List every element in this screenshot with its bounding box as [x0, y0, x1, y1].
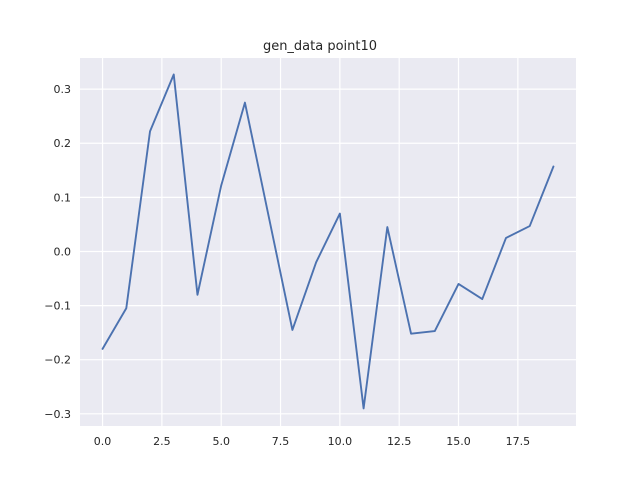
- x-axis: 0.0 2.5 5.0 7.5 10.0 12.5 15.0 17.5: [94, 435, 530, 448]
- x-tick-label: 7.5: [272, 435, 290, 448]
- x-tick-label: 15.0: [446, 435, 471, 448]
- x-tick-label: 10.0: [328, 435, 353, 448]
- y-tick-label: −0.2: [44, 354, 71, 367]
- y-tick-label: 0.2: [54, 137, 72, 150]
- x-tick-label: 17.5: [506, 435, 531, 448]
- plot-area: [80, 58, 576, 426]
- grid: [80, 58, 576, 426]
- y-tick-label: 0.0: [54, 245, 72, 258]
- y-tick-label: 0.3: [54, 83, 72, 96]
- x-tick-label: 12.5: [387, 435, 412, 448]
- series-line: [101, 73, 555, 410]
- chart-title: gen_data point10: [263, 39, 377, 54]
- x-tick-label: 0.0: [94, 435, 112, 448]
- x-tick-label: 5.0: [212, 435, 230, 448]
- series-layer: [101, 73, 555, 410]
- y-tick-label: −0.1: [44, 300, 71, 313]
- y-axis: −0.3 −0.2 −0.1 0.0 0.1 0.2 0.3: [44, 83, 71, 421]
- y-tick-label: −0.3: [44, 408, 71, 421]
- x-tick-label: 2.5: [153, 435, 171, 448]
- y-tick-label: 0.1: [54, 191, 72, 204]
